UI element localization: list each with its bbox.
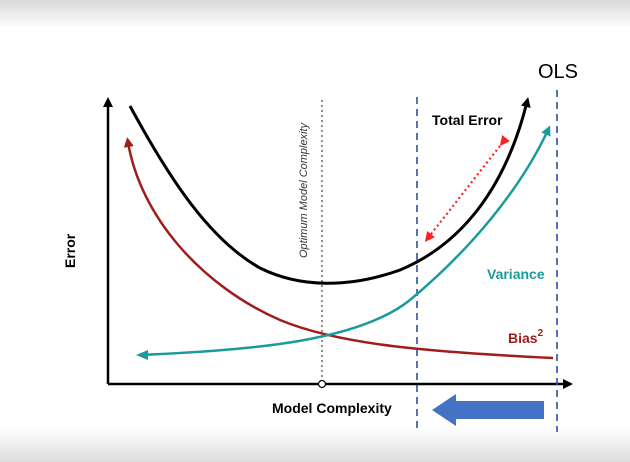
bias-label-superscript: 2 <box>538 328 544 339</box>
total-error-label: Total Error <box>432 112 503 128</box>
bias-label: Bias2 <box>508 328 544 346</box>
x-axis-label: Model Complexity <box>272 400 392 416</box>
reduce-complexity-arrow <box>432 394 544 426</box>
top-shade <box>0 0 630 28</box>
optimum-label: Optimum Model Complexity <box>298 121 310 258</box>
variance-left-arrowhead <box>136 350 148 360</box>
variance-label: Variance <box>487 266 545 282</box>
total-error-pointer <box>424 134 511 242</box>
optimum-marker <box>317 379 327 389</box>
bottom-shade <box>0 428 630 462</box>
y-axis-label: Error <box>62 233 78 268</box>
bias-label-text: Bias <box>508 330 538 346</box>
variance-curve <box>139 125 551 357</box>
ols-label: OLS <box>538 61 578 83</box>
bias-curve <box>123 137 554 360</box>
